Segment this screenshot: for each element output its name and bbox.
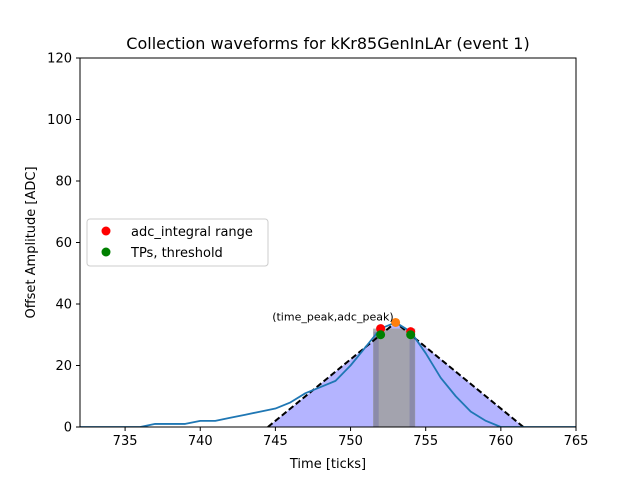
legend-marker-adc-integral: [101, 226, 111, 236]
x-tick-label-4: 755: [413, 434, 438, 449]
waveform-line: [80, 321, 576, 427]
chart-title: Collection waveforms for kKr85GenInLAr (…: [126, 34, 529, 53]
integral-range-band: [373, 328, 416, 427]
legend: adc_integral range TPs, threshold: [86, 218, 269, 267]
fill-layer: [267, 322, 524, 427]
y-tick-label-2: 40: [55, 298, 72, 313]
x-tick-label-3: 750: [338, 434, 363, 449]
y-axis-label: Offset Amplitude [ADC]: [24, 166, 39, 318]
peak-point: [391, 317, 401, 327]
x-axis-ticks: 735 740 745 750 755 760 765: [113, 427, 589, 449]
x-tick-label-2: 745: [263, 434, 288, 449]
x-tick-label-6: 765: [564, 434, 589, 449]
point-layer: [376, 317, 416, 340]
y-axis-ticks: 0 20 40 60 80 100 120: [47, 52, 80, 436]
y-tick-label-3: 60: [55, 236, 72, 251]
series-0-point-0: [376, 324, 386, 334]
x-tick-label-1: 740: [188, 434, 213, 449]
plot-area: [80, 317, 576, 427]
y-tick-label-5: 100: [47, 113, 72, 128]
legend-label-adc-integral: adc_integral range: [131, 225, 253, 240]
legend-box: [86, 218, 269, 267]
x-tick-label-0: 735: [113, 434, 138, 449]
y-tick-label-4: 80: [55, 175, 72, 190]
threshold-band-0: [373, 331, 379, 427]
series-1-point-1: [406, 330, 416, 340]
y-tick-label-0: 0: [64, 421, 72, 436]
threshold-band-1: [409, 331, 415, 427]
y-tick-label-1: 20: [55, 359, 72, 374]
series-1-point-0: [376, 330, 386, 340]
peak-annotation: (time_peak,adc_peak): [272, 310, 393, 323]
x-axis-label: Time [ticks]: [289, 457, 366, 472]
legend-marker-tps-threshold: [101, 247, 111, 257]
x-tick-label-5: 760: [488, 434, 513, 449]
legend-label-tps-threshold: TPs, threshold: [130, 246, 223, 261]
y-tick-label-6: 120: [47, 52, 72, 67]
